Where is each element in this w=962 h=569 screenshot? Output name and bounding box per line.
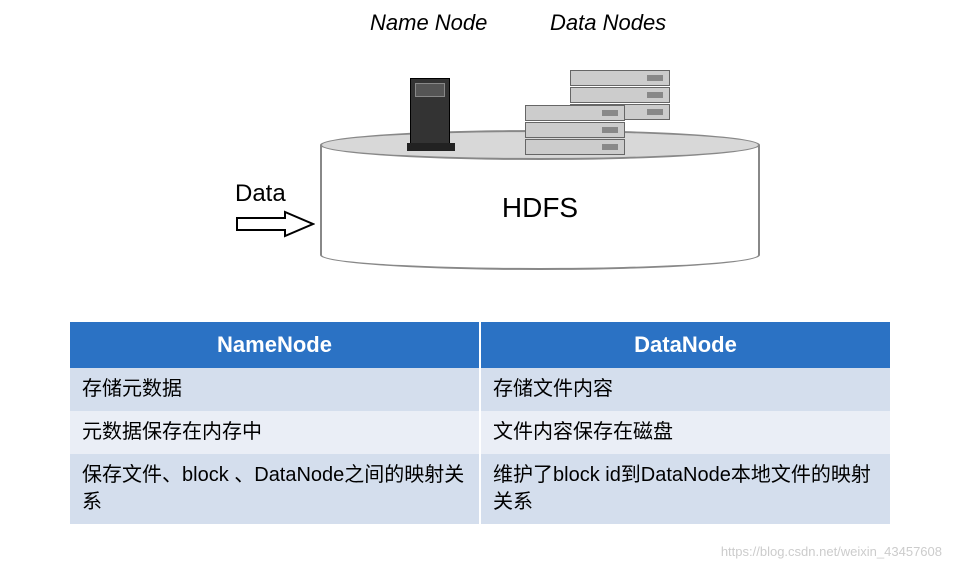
rack-unit bbox=[525, 105, 625, 121]
table-row: 元数据保存在内存中 文件内容保存在磁盘 bbox=[70, 411, 890, 454]
cell-namenode: 保存文件、block 、DataNode之间的映射关系 bbox=[70, 454, 480, 524]
cell-datanode: 维护了block id到DataNode本地文件的映射关系 bbox=[480, 454, 890, 524]
table-header-row: NameNode DataNode bbox=[70, 322, 890, 368]
table-row: 存储元数据 存储文件内容 bbox=[70, 368, 890, 411]
watermark-text: https://blog.csdn.net/weixin_43457608 bbox=[721, 544, 942, 559]
table-body: 存储元数据 存储文件内容 元数据保存在内存中 文件内容保存在磁盘 保存文件、bl… bbox=[70, 368, 890, 524]
data-arrow-icon bbox=[235, 210, 315, 238]
rack-unit bbox=[570, 70, 670, 86]
rack-unit bbox=[525, 139, 625, 155]
cell-namenode: 存储元数据 bbox=[70, 368, 480, 411]
datanodes-top-label: Data Nodes bbox=[550, 10, 666, 36]
data-arrow-label: Data bbox=[235, 180, 286, 208]
cell-datanode: 文件内容保存在磁盘 bbox=[480, 411, 890, 454]
datanode-rack-front bbox=[525, 105, 625, 156]
cell-datanode: 存储文件内容 bbox=[480, 368, 890, 411]
table-row: 保存文件、block 、DataNode之间的映射关系 维护了block id到… bbox=[70, 454, 890, 524]
header-datanode: DataNode bbox=[480, 322, 890, 368]
namenode-top-label: Name Node bbox=[370, 10, 487, 36]
hdfs-diagram: Name Node Data Nodes Data HDFS bbox=[240, 10, 860, 290]
rack-unit bbox=[525, 122, 625, 138]
cylinder-label: HDFS bbox=[320, 192, 760, 224]
header-namenode: NameNode bbox=[70, 322, 480, 368]
namenode-server-icon bbox=[410, 78, 450, 146]
rack-unit bbox=[570, 87, 670, 103]
cell-namenode: 元数据保存在内存中 bbox=[70, 411, 480, 454]
comparison-table: NameNode DataNode 存储元数据 存储文件内容 元数据保存在内存中… bbox=[70, 322, 890, 524]
